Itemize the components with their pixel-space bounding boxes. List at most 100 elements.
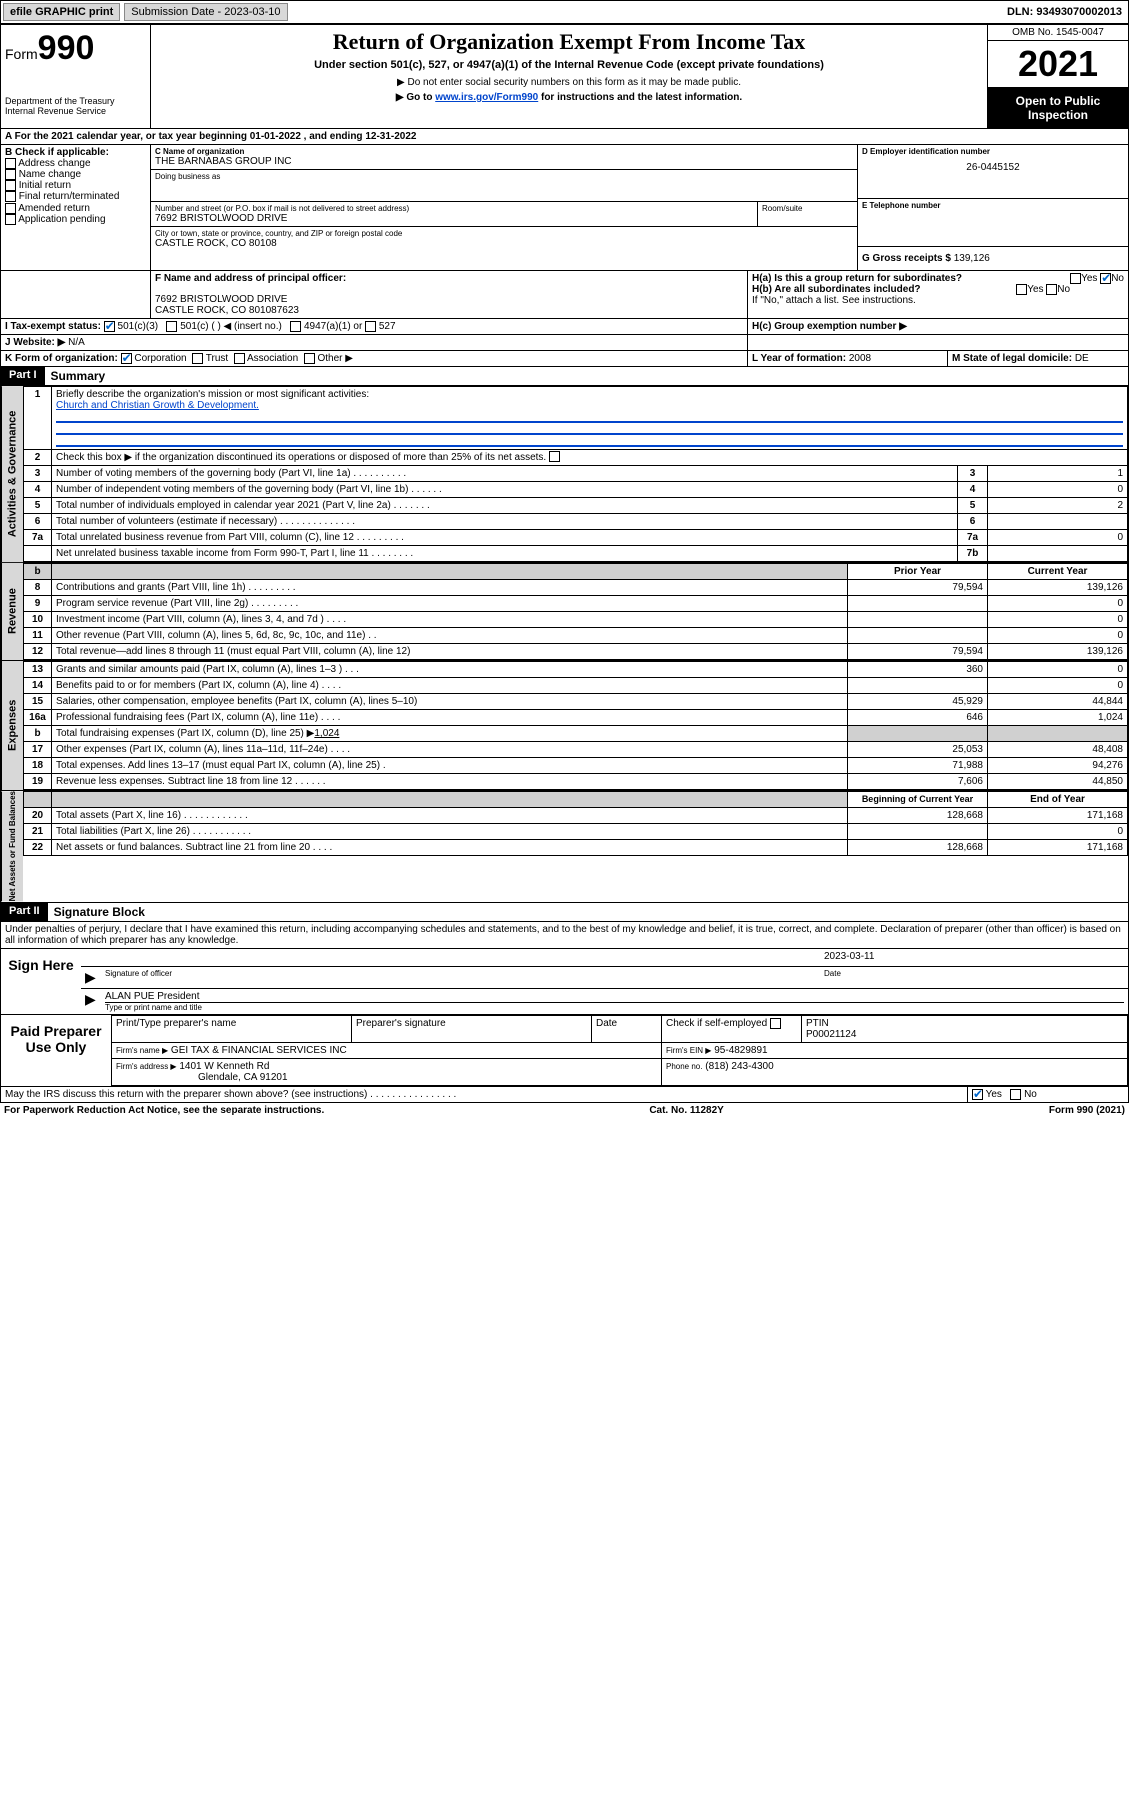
city-label: City or town, state or province, country… [155,229,853,238]
mission-text[interactable]: Church and Christian Growth & Developmen… [56,400,259,411]
opt-address-change[interactable]: Address change [5,158,146,169]
tax-status-label: I Tax-exempt status: [5,321,101,332]
e14-label: Benefits paid to or for members (Part IX… [52,678,848,694]
e17-label: Other expenses (Part IX, column (A), lin… [52,742,848,758]
opt-initial-return[interactable]: Initial return [5,180,146,191]
firm-name-label: Firm's name ▶ [116,1046,168,1055]
corp-label: Corporation [134,353,186,364]
revenue-section: Revenue bPrior YearCurrent Year 8Contrib… [0,563,1129,661]
activities-governance-tab: Activities & Governance [1,386,23,562]
4947-checkbox[interactable] [290,321,301,332]
org-name: THE BARNABAS GROUP INC [155,156,853,167]
other-checkbox[interactable] [304,353,315,364]
website-label: J Website: ▶ [5,337,65,348]
sig-officer-label: Signature of officer [105,969,824,986]
opt-final-return-label: Final return/terminated [19,192,120,203]
opt-name-change[interactable]: Name change [5,169,146,180]
e16b-value: 1,024 [314,728,339,739]
gross-receipts-label: G Gross receipts $ [862,253,951,264]
hb-no-checkbox[interactable] [1046,284,1057,295]
r9-label: Program service revenue (Part VIII, line… [52,596,848,612]
form-header: Form990 Department of the Treasury Inter… [0,24,1129,129]
efile-graphic-print-button[interactable]: efile GRAPHIC print [3,3,120,21]
firm-addr-label: Firm's address ▶ [116,1062,177,1071]
sign-here-section: Sign Here 2023-03-11 ▶ Signature of offi… [0,949,1129,1015]
ha-no-checkbox[interactable] [1100,273,1111,284]
note-ssn: ▶ Do not enter social security numbers o… [155,77,983,88]
opt-address-change-label: Address change [18,158,90,169]
self-employed-checkbox[interactable] [770,1018,781,1029]
eoy-header: End of Year [988,792,1128,808]
e14-current: 0 [988,678,1128,694]
e13-label: Grants and similar amounts paid (Part IX… [52,662,848,678]
revenue-table: bPrior YearCurrent Year 8Contributions a… [23,563,1128,660]
activities-governance-section: Activities & Governance 1 Briefly descri… [0,386,1129,563]
e16a-label: Professional fundraising fees (Part IX, … [52,710,848,726]
omb-number: OMB No. 1545-0047 [988,25,1128,41]
e16b-label: Total fundraising expenses (Part IX, col… [56,728,314,739]
opt-application-pending-label: Application pending [18,214,105,225]
opt-name-change-label: Name change [19,169,81,180]
discuss-no-checkbox[interactable] [1010,1089,1021,1100]
footer-right: Form 990 (2021) [1049,1105,1125,1116]
assoc-checkbox[interactable] [234,353,245,364]
paid-preparer-label: Paid Preparer Use Only [1,1015,111,1086]
print-name-label: Print/Type preparer's name [112,1015,352,1042]
section-a-text: A For the 2021 calendar year, or tax yea… [1,129,1128,144]
paid-preparer-section: Paid Preparer Use Only Print/Type prepar… [0,1015,1129,1087]
l5-value: 2 [988,498,1128,514]
part1-header: Part I Summary [0,367,1129,386]
note-goto: ▶ Go to www.irs.gov/Form990 for instruct… [155,92,983,103]
gross-receipts-value: 139,126 [954,253,990,264]
r12-label: Total revenue—add lines 8 through 11 (mu… [52,644,848,660]
hb-label: H(b) Are all subordinates included? [752,284,921,295]
irs-link[interactable]: www.irs.gov/Form990 [435,92,538,103]
room-label: Room/suite [762,204,853,213]
opt-application-pending[interactable]: Application pending [5,214,146,225]
discuss-yes-checkbox[interactable] [972,1089,983,1100]
net-assets-table: Beginning of Current YearEnd of Year 20T… [23,791,1128,856]
hb-note: If "No," attach a list. See instructions… [752,295,1124,306]
addr-label: Number and street (or P.O. box if mail i… [155,204,753,213]
501c3-checkbox[interactable] [104,321,115,332]
n22-end: 171,168 [988,840,1128,856]
trust-checkbox[interactable] [192,353,203,364]
ag-table: 1 Briefly describe the organization's mi… [23,386,1128,562]
r8-label: Contributions and grants (Part VIII, lin… [52,580,848,596]
current-year-header: Current Year [988,564,1128,580]
open-to-public: Open to Public Inspection [988,88,1128,128]
e15-prior: 45,929 [848,694,988,710]
net-assets-section: Net Assets or Fund Balances Beginning of… [0,791,1129,902]
firm-phone-label: Phone no. [666,1062,702,1071]
501c-checkbox[interactable] [166,321,177,332]
hb-yes-checkbox[interactable] [1016,284,1027,295]
perjury-text: Under penalties of perjury, I declare th… [1,922,1128,948]
section-i: I Tax-exempt status: 501(c)(3) 501(c) ( … [0,319,1129,335]
form-title: Return of Organization Exempt From Incom… [155,29,983,55]
e19-current: 44,850 [988,774,1128,790]
l7a-label: Total unrelated business revenue from Pa… [52,530,958,546]
part2-title: Signature Block [48,903,151,921]
firm-ein-value: 95-4829891 [714,1045,767,1056]
r10-current: 0 [988,612,1128,628]
e18-current: 94,276 [988,758,1128,774]
opt-final-return[interactable]: Final return/terminated [5,191,146,202]
527-checkbox[interactable] [365,321,376,332]
l3-value: 1 [988,466,1128,482]
domicile-value: DE [1075,353,1089,364]
section-bcdeg: B Check if applicable: Address change Na… [0,145,1129,271]
firm-name-cell: Firm's name ▶ GEI TAX & FINANCIAL SERVIC… [112,1042,662,1058]
l7b-value [988,546,1128,562]
firm-phone-cell: Phone no. (818) 243-4300 [662,1058,1128,1085]
part2-header: Part II Signature Block [0,903,1129,922]
expenses-tab: Expenses [1,661,23,790]
e13-prior: 360 [848,662,988,678]
section-j: J Website: ▶ N/A [0,335,1129,351]
opt-amended-return[interactable]: Amended return [5,203,146,214]
year-formation-value: 2008 [849,353,871,364]
corp-checkbox[interactable] [121,353,132,364]
l2-checkbox[interactable] [549,451,560,462]
firm-ein-cell: Firm's EIN ▶ 95-4829891 [662,1042,1128,1058]
ha-yes-checkbox[interactable] [1070,273,1081,284]
firm-addr1: 1401 W Kenneth Rd [179,1061,269,1072]
